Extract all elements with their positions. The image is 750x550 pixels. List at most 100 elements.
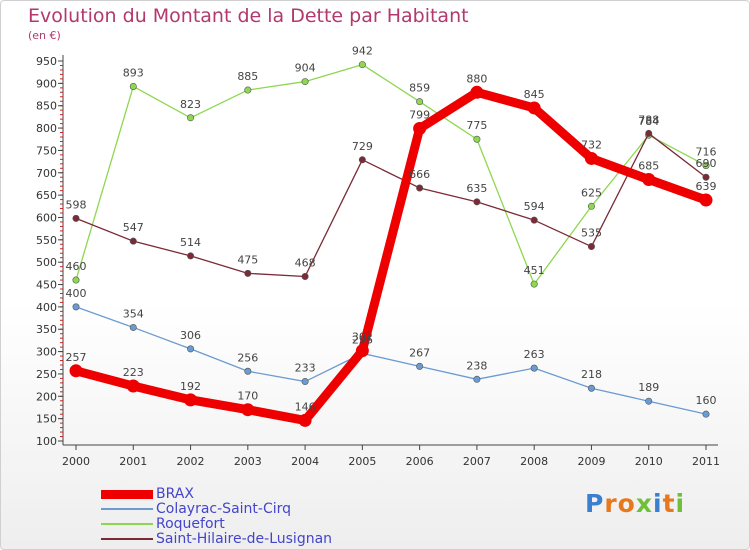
data-point — [416, 98, 424, 106]
legend-label: Colayrac-Saint-Cirq — [156, 501, 292, 517]
data-label: 170 — [237, 390, 258, 403]
data-label: 885 — [237, 70, 258, 83]
data-label: 784 — [638, 115, 659, 128]
data-label: 823 — [180, 98, 201, 111]
data-point — [642, 172, 656, 186]
legend-label: Saint-Hilaire-de-Lusignan — [156, 531, 333, 547]
data-label: 256 — [237, 351, 258, 364]
series-line-colayrac-saint-cirq — [75, 306, 707, 415]
data-label: 218 — [581, 368, 602, 381]
logo-letter: i — [653, 489, 663, 518]
data-point — [244, 86, 252, 94]
data-label: 799 — [409, 109, 430, 122]
data-label: 598 — [66, 198, 87, 211]
x-tick-label: 2007 — [463, 455, 491, 468]
chart-unit-label: (en €) — [28, 29, 61, 42]
x-tick-label: 2003 — [234, 455, 262, 468]
data-point — [129, 82, 137, 90]
data-label: 192 — [180, 380, 201, 393]
data-point — [72, 214, 80, 222]
x-tick-label: 2011 — [692, 455, 720, 468]
y-tick-label: 250 — [36, 368, 57, 381]
y-tick-label: 900 — [36, 77, 57, 90]
data-point — [301, 78, 309, 86]
y-tick-label: 700 — [36, 167, 57, 180]
x-tick-label: 2008 — [520, 455, 548, 468]
data-label: 845 — [524, 88, 545, 101]
data-label: 400 — [66, 287, 87, 300]
legend-item-saint-hilaire-de-lusignan: Saint-Hilaire-de-Lusignan — [101, 531, 401, 547]
data-point — [413, 122, 427, 136]
data-label: 267 — [409, 346, 430, 359]
y-tick-label: 150 — [36, 413, 57, 426]
data-point — [187, 345, 195, 353]
data-label: 475 — [237, 253, 258, 266]
x-tick-label: 2010 — [635, 455, 663, 468]
data-point — [470, 85, 484, 99]
data-label: 263 — [524, 348, 545, 361]
y-tick-label: 650 — [36, 189, 57, 202]
legend-swatch — [101, 538, 153, 540]
x-tick-label: 2004 — [291, 455, 319, 468]
y-tick-label: 400 — [36, 301, 57, 314]
chart-title: Evolution du Montant de la Dette par Hab… — [28, 5, 469, 27]
data-label: 547 — [123, 221, 144, 234]
data-point — [645, 129, 653, 137]
data-point — [184, 393, 198, 407]
data-point — [702, 410, 710, 418]
data-label: 238 — [466, 359, 487, 372]
y-tick-label: 750 — [36, 144, 57, 157]
data-point — [645, 397, 653, 405]
data-label: 302 — [352, 331, 373, 344]
logo-letter: r — [604, 489, 618, 518]
x-tick-label: 2006 — [406, 455, 434, 468]
data-point — [530, 364, 538, 372]
legend-swatch — [101, 508, 153, 510]
data-point — [72, 276, 80, 284]
logo-letter: P — [585, 489, 605, 518]
y-tick-label: 300 — [36, 346, 57, 359]
y-tick-label: 500 — [36, 256, 57, 269]
data-point — [126, 379, 140, 393]
data-point — [530, 216, 538, 224]
data-point — [584, 151, 598, 165]
data-label: 233 — [295, 362, 316, 375]
data-point — [301, 378, 309, 386]
data-label: 514 — [180, 236, 201, 249]
data-point — [187, 252, 195, 260]
y-tick-label: 800 — [36, 122, 57, 135]
y-tick-label: 450 — [36, 279, 57, 292]
data-point — [702, 162, 710, 170]
data-point — [358, 61, 366, 69]
y-tick-label: 850 — [36, 100, 57, 113]
y-tick-label: 100 — [36, 435, 57, 448]
y-tick-label: 200 — [36, 390, 57, 403]
proxiti-logo: Proxiti — [585, 489, 685, 518]
data-label: 160 — [696, 394, 717, 407]
data-point — [241, 403, 255, 417]
data-label: 257 — [66, 351, 87, 364]
data-label: 859 — [409, 82, 430, 95]
legend-label: BRAX — [156, 486, 194, 502]
data-point — [702, 173, 710, 181]
data-point — [587, 384, 595, 392]
data-point — [587, 243, 595, 251]
data-point — [358, 156, 366, 164]
series-line-roquefort — [75, 63, 707, 285]
y-tick-label: 950 — [36, 55, 57, 68]
y-tick-label: 350 — [36, 323, 57, 336]
data-label: 690 — [696, 157, 717, 170]
data-label: 354 — [123, 307, 144, 320]
data-point — [587, 202, 595, 210]
data-point — [244, 367, 252, 375]
x-tick-label: 2009 — [577, 455, 605, 468]
y-tick-label: 550 — [36, 234, 57, 247]
data-point — [187, 114, 195, 122]
data-label: 904 — [295, 62, 316, 75]
data-point — [129, 323, 137, 331]
data-label: 189 — [638, 381, 659, 394]
legend-swatch — [101, 489, 153, 499]
chart-legend: BRAX Colayrac-Saint-Cirq Roquefort Saint-Hi… — [101, 486, 401, 547]
